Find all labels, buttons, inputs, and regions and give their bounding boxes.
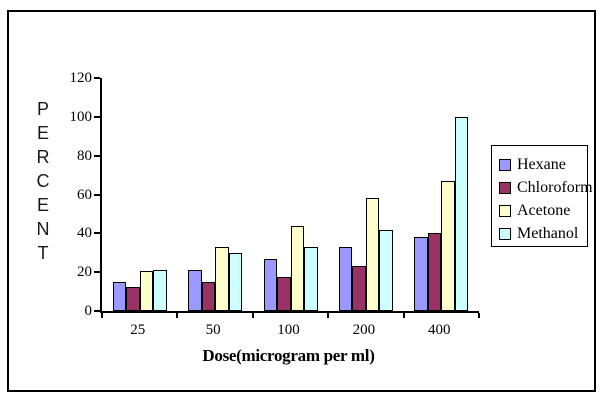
legend-item-hexane: Hexane <box>499 153 587 176</box>
x-tick-mark <box>478 313 480 318</box>
bar-hexane-50 <box>188 270 202 311</box>
bar-hexane-200 <box>338 246 353 311</box>
y-axis-title-letter: R <box>36 147 50 167</box>
bar-methanol-200 <box>379 230 393 311</box>
bar-acetone-400 <box>441 180 455 311</box>
legend-item-acetone: Acetone <box>499 199 587 222</box>
bar-acetone-200 <box>365 198 380 311</box>
y-tick-label: 60 <box>77 186 92 203</box>
legend-label: Methanol <box>517 224 579 242</box>
legend-item-chloroform: Chloroform <box>499 176 593 199</box>
y-axis-title-letter: N <box>36 219 50 239</box>
x-tick-mark <box>101 313 103 318</box>
y-tick-label: 0 <box>84 303 93 319</box>
y-tick-label: 120 <box>69 70 93 86</box>
bar-hexane-100 <box>263 258 277 311</box>
bar-chloroform-25 <box>126 286 140 311</box>
x-tick-mark <box>327 313 330 318</box>
bar-methanol-25 <box>153 270 167 311</box>
bar-hexane-400 <box>414 237 428 311</box>
y-axis-title-letter: P <box>36 99 49 119</box>
y-tick-mark <box>94 77 100 79</box>
legend-label: Acetone <box>517 201 571 219</box>
legend-label: Chloroform <box>517 178 593 196</box>
x-axis-title: Dose(microgram per ml) <box>202 346 375 365</box>
y-tick-mark <box>94 193 100 196</box>
y-axis-title-letter: E <box>36 123 49 143</box>
y-tick-label: 100 <box>69 108 93 125</box>
y-tick-mark <box>94 310 100 312</box>
legend-swatch-icon <box>499 204 511 217</box>
bar-methanol-400 <box>454 116 469 311</box>
x-tick-label: 50 <box>205 322 221 338</box>
x-tick-mark <box>176 313 179 318</box>
legend-swatch-icon <box>499 181 511 194</box>
bar-chloroform-50 <box>201 281 216 311</box>
bar-methanol-50 <box>228 252 243 311</box>
bar-acetone-50 <box>215 246 229 311</box>
y-tick-mark <box>94 232 100 235</box>
bar-acetone-100 <box>290 225 304 311</box>
x-tick-label: 25 <box>130 322 146 338</box>
x-tick-mark <box>251 313 254 318</box>
x-tick-label: 400 <box>428 322 451 338</box>
bar-chloroform-200 <box>352 266 366 311</box>
bar-hexane-25 <box>112 281 127 311</box>
x-tick-label: 100 <box>277 322 300 338</box>
legend: Hexane Chloroform Acetone Methanol <box>491 145 593 247</box>
y-axis-title-letter: T <box>37 243 49 263</box>
legend-swatch-icon <box>499 158 511 171</box>
y-tick-label: 80 <box>77 147 92 164</box>
y-axis-title-letter: C <box>36 171 50 191</box>
legend-item-methanol: Methanol <box>499 222 587 245</box>
y-tick-label: 20 <box>77 264 92 281</box>
y-axis-title-letter: E <box>36 195 49 215</box>
bar-chloroform-400 <box>427 233 442 311</box>
bar-chloroform-100 <box>277 277 291 311</box>
bar-acetone-25 <box>139 271 154 311</box>
y-tick-label: 40 <box>77 225 92 242</box>
x-tick-mark <box>402 313 405 318</box>
legend-swatch-icon <box>499 227 511 240</box>
y-tick-mark <box>94 115 100 118</box>
bar-methanol-100 <box>304 246 318 311</box>
legend-label: Hexane <box>517 155 566 173</box>
y-tick-mark <box>94 271 100 274</box>
y-tick-mark <box>94 154 100 157</box>
plot-area <box>94 77 480 318</box>
x-tick-label: 200 <box>352 322 376 338</box>
